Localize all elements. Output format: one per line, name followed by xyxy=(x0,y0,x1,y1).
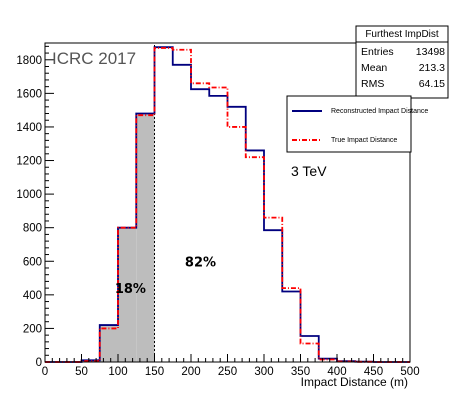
stats-rms-label: RMS xyxy=(361,78,384,90)
x-tick-label: 0 xyxy=(42,366,48,378)
x-tick-label: 350 xyxy=(291,366,310,378)
shaded-bin xyxy=(118,227,137,362)
y-tick-label: 800 xyxy=(23,223,42,235)
icrc-watermark: ICRC 2017 xyxy=(52,49,136,68)
stats-mean-label: Mean xyxy=(361,62,387,74)
stats-rms-value: 64.15 xyxy=(419,78,445,90)
legend-label-true: True Impact Distance xyxy=(331,137,397,144)
stats-entries-label: Entries xyxy=(361,46,394,58)
x-tick-label: 500 xyxy=(400,366,419,378)
stats-box: Furthest ImpDist Entries 13498 Mean 213.… xyxy=(355,25,449,99)
y-tick-label: 600 xyxy=(23,256,42,268)
x-tick-label: 450 xyxy=(364,366,383,378)
legend-label-reconstructed: Reconstructed Impact Distance xyxy=(331,108,428,115)
x-tick-label: 400 xyxy=(327,366,346,378)
energy-label: 3 TeV xyxy=(291,163,327,179)
y-tick-label: 400 xyxy=(23,290,42,302)
y-tick-label: 1200 xyxy=(16,156,42,168)
x-tick-label: 250 xyxy=(218,366,237,378)
y-tick-label: 1400 xyxy=(16,122,42,134)
percentage-annotation: 18% xyxy=(115,282,146,297)
x-tick-label: 150 xyxy=(145,366,164,378)
stats-entries-value: 13498 xyxy=(416,46,445,58)
series-true xyxy=(45,47,410,363)
y-tick-label: 1800 xyxy=(16,55,42,67)
y-tick-label: 1600 xyxy=(16,88,42,100)
y-tick-label: 1000 xyxy=(16,189,42,201)
legend: Reconstructed Impact Distance True Impac… xyxy=(286,95,428,153)
stats-title: Furthest ImpDist xyxy=(365,29,439,40)
x-tick-label: 200 xyxy=(181,366,200,378)
stats-mean-value: 213.3 xyxy=(419,62,445,74)
x-tick-label: 50 xyxy=(75,366,88,378)
x-tick-label: 100 xyxy=(108,366,127,378)
x-axis-title: Impact Distance (m) xyxy=(301,375,408,389)
percentage-annotation: 82% xyxy=(185,255,216,270)
x-tick-label: 300 xyxy=(254,366,273,378)
shaded-bin xyxy=(99,325,118,362)
y-tick-label: 0 xyxy=(36,357,42,369)
plot-frame xyxy=(44,42,411,363)
shaded-bin xyxy=(136,113,155,362)
y-tick-label: 200 xyxy=(23,323,42,335)
